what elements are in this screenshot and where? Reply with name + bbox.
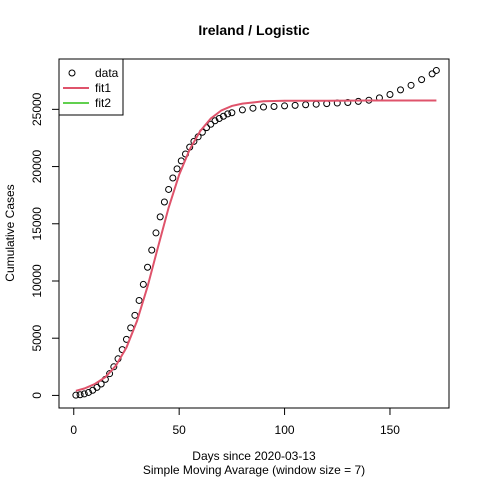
data-point (169, 174, 177, 182)
data-point (224, 110, 232, 118)
data-point (156, 213, 164, 221)
y-tick-label: 0 (30, 392, 44, 399)
data-point (110, 363, 118, 371)
data-point (85, 388, 93, 396)
y-tick-label: 15000 (30, 207, 44, 241)
data-point (291, 101, 299, 109)
legend-symbol-data (68, 69, 76, 77)
data-point (397, 86, 405, 94)
y-tick-label: 10000 (30, 264, 44, 298)
x-tick-label: 150 (380, 423, 400, 437)
data-point (270, 102, 278, 110)
data-point (173, 165, 181, 173)
data-point (418, 76, 426, 84)
data-point (160, 198, 168, 206)
data-point (228, 109, 236, 117)
data-point (165, 185, 173, 193)
data-point (281, 102, 289, 110)
y-tick-label: 20000 (30, 150, 44, 184)
data-point (190, 137, 198, 145)
data-point (386, 90, 394, 98)
x-axis: 0 50 100 150 (70, 407, 400, 437)
data-point (106, 370, 114, 378)
data-point (72, 391, 80, 399)
data-point (238, 106, 246, 114)
data-point (131, 311, 139, 319)
data-point (407, 81, 415, 89)
plot-marks (72, 66, 440, 399)
y-tick-label: 25000 (30, 92, 44, 126)
data-point (344, 98, 352, 106)
x-tick-label: 50 (172, 423, 186, 437)
legend-label-fit1: fit1 (95, 81, 111, 95)
x-tick-label: 0 (70, 423, 77, 437)
data-point (207, 120, 215, 128)
data-point (259, 103, 267, 111)
chart-title: Ireland / Logistic (198, 22, 309, 38)
y-tick-label: 5000 (30, 325, 44, 352)
fit1-line (75, 99, 437, 392)
data-point (148, 246, 156, 254)
data-point (249, 104, 257, 112)
data-point (302, 101, 310, 109)
y-axis-label: Cumulative Cases (3, 184, 17, 281)
y-axis: 0 5000 10000 15000 20000 25000 (30, 92, 60, 399)
data-point (432, 66, 440, 74)
x-axis-label: Days since 2020-03-13 (192, 449, 316, 463)
data-point (312, 100, 320, 108)
x-axis-subtitle: Simple Moving Avarage (window size = 7) (143, 463, 365, 477)
data-point (93, 383, 101, 391)
data-point (139, 280, 147, 288)
data-point (211, 117, 219, 125)
data-point (219, 112, 227, 120)
data-point (135, 296, 143, 304)
legend-label-data: data (95, 66, 119, 80)
x-tick-label: 100 (275, 423, 295, 437)
data-point (144, 263, 152, 271)
data-point (80, 390, 88, 398)
data-point (428, 70, 436, 78)
data-point (76, 391, 84, 399)
legend-label-fit2: fit2 (95, 96, 111, 110)
data-point (215, 115, 223, 123)
data-point (152, 229, 160, 237)
